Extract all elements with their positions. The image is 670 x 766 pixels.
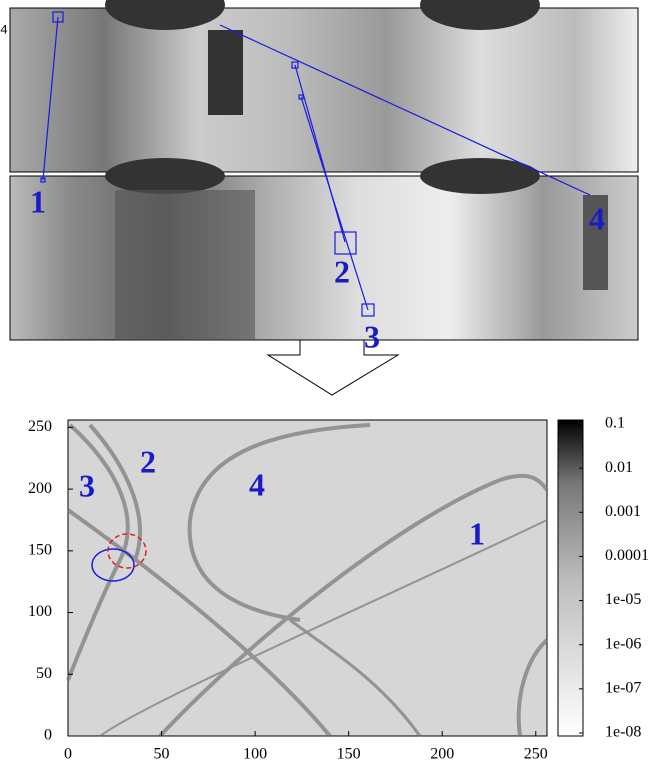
- colorbar-tick-label: 1e-08: [605, 724, 641, 741]
- x-tick-label: 200: [430, 746, 454, 761]
- point-label: 1: [30, 183, 46, 219]
- region-label: 2: [140, 443, 156, 479]
- region-label: 3: [79, 467, 95, 503]
- point-label: 2: [334, 253, 350, 289]
- x-tick-label: 100: [243, 746, 267, 761]
- region-label: 1: [469, 515, 485, 551]
- colorbar-tick-label: 1e-05: [605, 591, 641, 608]
- y-tick-label: 0: [44, 727, 52, 744]
- colorbar-tick-label: 0.0001: [605, 547, 649, 564]
- colorbar-tick-label: 0.001: [605, 503, 641, 520]
- colorbar-tick-label: 0.01: [605, 459, 633, 476]
- colorbar-tick-label: 1e-06: [605, 635, 641, 652]
- y-tick-label: 100: [28, 603, 52, 620]
- x-tick-label: 50: [154, 746, 170, 761]
- x-tick-label: 150: [337, 746, 361, 761]
- point-label: 3: [364, 318, 380, 354]
- y-tick-label: 150: [28, 542, 52, 559]
- colorbar-tick-label: 1e-07: [605, 680, 641, 697]
- colorbar-tick-label: 0.1: [605, 415, 625, 432]
- point-label: 4: [589, 200, 605, 236]
- y-tick-label: 250: [28, 418, 52, 435]
- y-tick-label: 50: [36, 665, 52, 682]
- y-tick-label: 200: [28, 480, 52, 497]
- x-tick-label: 250: [524, 746, 548, 761]
- figure: 4 12340501001502002500501001502002501234…: [0, 0, 670, 761]
- region-label: 4: [249, 466, 265, 502]
- x-tick-label: 0: [64, 746, 72, 761]
- corner-label: 4: [0, 22, 8, 37]
